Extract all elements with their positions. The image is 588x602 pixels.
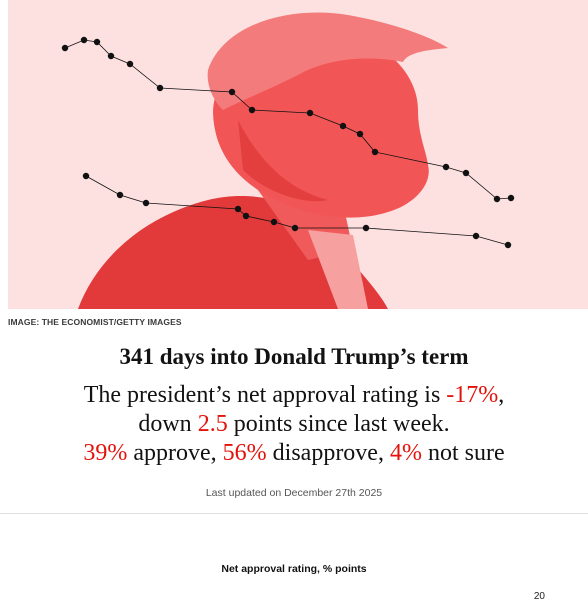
- summary-text: points since last week.: [227, 411, 450, 437]
- approve-label: approve,: [127, 440, 223, 466]
- summary-text: ,: [498, 382, 505, 408]
- last-updated: Last updated on December 27th 2025: [205, 487, 383, 499]
- summary-text: down: [138, 411, 198, 437]
- disapprove-label: disapprove,: [266, 440, 390, 466]
- not-sure-label: not sure: [421, 440, 505, 466]
- image-credit: IMAGE: THE ECONOMIST/GETTY IMAGES: [8, 317, 182, 327]
- summary-line-2: down 2.5 points since last week.: [0, 410, 588, 439]
- disapprove-value: 56%: [222, 440, 267, 466]
- page-headline: 341 days into Donald Trump’s term: [119, 344, 469, 369]
- summary-text: The president’s net approval rating is: [83, 382, 447, 408]
- approval-summary: The president’s net approval rating is -…: [0, 381, 588, 468]
- trump-portrait-illustration: [61, 12, 515, 309]
- hero-image: [8, 0, 588, 309]
- approve-value: 39%: [83, 440, 128, 466]
- weekly-change-value: 2.5: [197, 411, 228, 437]
- net-approval-value: -17%: [446, 382, 499, 408]
- summary-line-3: 39% approve, 56% disapprove, 4% not sure: [0, 439, 588, 468]
- section-divider: [0, 513, 588, 514]
- y-axis-tick-label: 20: [533, 591, 545, 602]
- not-sure-value: 4%: [389, 440, 422, 466]
- summary-line-1: The president’s net approval rating is -…: [0, 381, 588, 410]
- chart-title: Net approval rating, % points: [221, 563, 367, 575]
